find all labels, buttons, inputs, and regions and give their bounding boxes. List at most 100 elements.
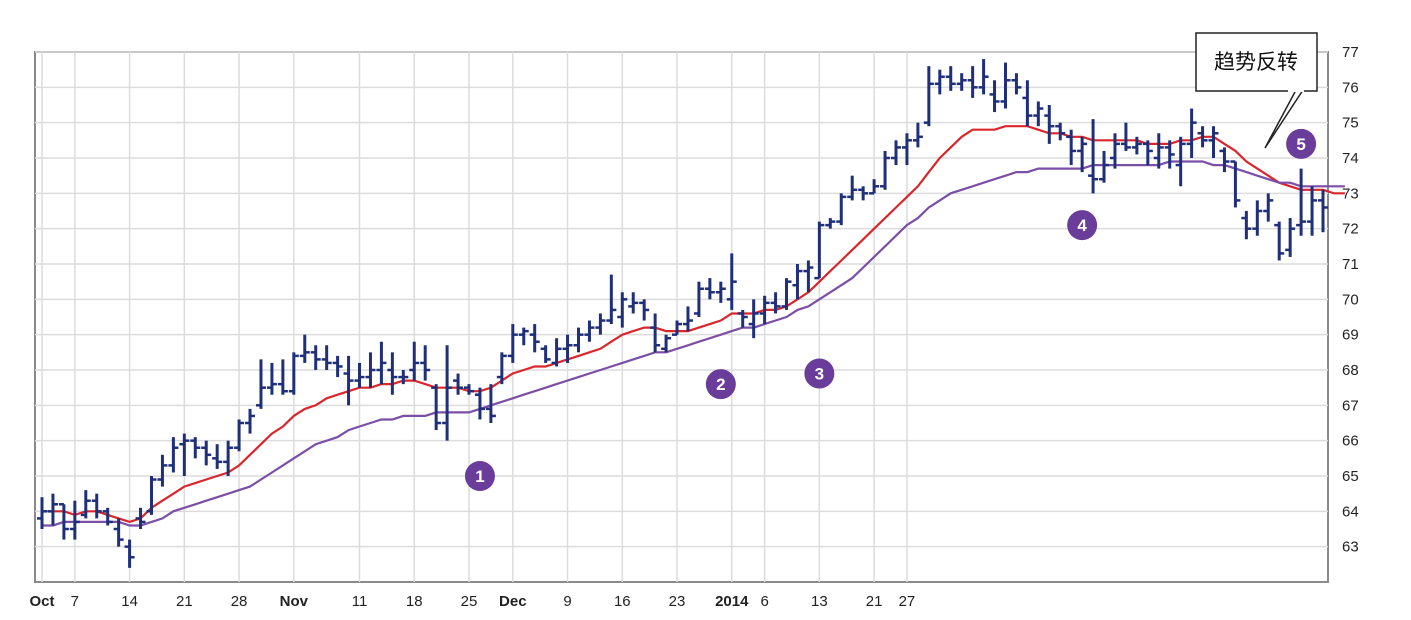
price-bar: [1077, 136, 1088, 173]
price-bar: [650, 313, 661, 353]
x-tick-label: 18: [406, 593, 423, 610]
price-bar: [1033, 101, 1044, 127]
price-bar: [387, 352, 398, 395]
red-moving-average-line: [42, 125, 1345, 524]
price-bar: [945, 66, 956, 91]
price-bar: [135, 507, 146, 529]
price-bar: [212, 444, 223, 469]
price-bar: [1142, 140, 1153, 166]
price-bar: [518, 327, 529, 346]
price-bar: [836, 193, 847, 226]
price-bar: [1230, 160, 1241, 208]
svg-text:2: 2: [716, 375, 725, 394]
price-bar: [978, 59, 989, 95]
x-axis-ticks: Oct 7 14 21 28 Nov 11 18 25 Dec 9 16 23 2014 6 13 21 27: [29, 593, 915, 610]
price-bar: [737, 309, 748, 328]
price-bar: [672, 320, 683, 336]
price-bar: [847, 175, 858, 201]
price-bar: [321, 345, 332, 370]
price-bar: [1296, 168, 1307, 236]
price-bar: [409, 341, 420, 381]
svg-text:3: 3: [815, 365, 824, 384]
plot-frame: [34, 51, 1329, 583]
x-tick-label: 16: [614, 593, 631, 610]
y-tick-label: 74: [1342, 150, 1359, 167]
y-tick-label: 75: [1342, 115, 1359, 132]
price-bar: [1175, 136, 1186, 187]
price-bar: [540, 345, 551, 363]
x-tick-label: 25: [461, 593, 478, 610]
price-bar: [704, 278, 715, 300]
x-tick-label: 23: [669, 593, 686, 610]
price-bar: [858, 186, 869, 201]
x-tick-label: 6: [760, 593, 768, 610]
price-bar: [223, 440, 234, 476]
price-bar: [190, 437, 201, 459]
price-bar: [1318, 189, 1328, 233]
callout-label: 趋势反转: [1214, 50, 1298, 74]
y-tick-label: 73: [1342, 185, 1359, 202]
price-bar: [759, 295, 770, 325]
price-bar: [573, 327, 584, 353]
price-bar: [814, 221, 825, 280]
price-bar: [80, 490, 91, 519]
price-bar: [726, 253, 737, 310]
price-bar: [310, 345, 321, 370]
price-bar: [464, 384, 474, 395]
y-tick-label: 77: [1342, 44, 1359, 61]
price-bar: [266, 362, 277, 395]
price-bar: [1307, 186, 1318, 236]
price-bar: [332, 355, 343, 378]
price-bar: [299, 334, 310, 363]
y-tick-label: 67: [1342, 397, 1359, 414]
price-bar: [1099, 150, 1110, 183]
gridlines: [35, 51, 1328, 582]
x-tick-label: 2014: [715, 593, 749, 610]
price-bar: [682, 306, 693, 332]
x-tick-label: Nov: [280, 593, 309, 610]
marker-5: 5: [1286, 128, 1317, 159]
y-tick-label: 68: [1342, 362, 1359, 379]
price-bar: [398, 370, 409, 385]
x-tick-label: 11: [352, 593, 368, 610]
price-bar: [431, 384, 442, 431]
price-bar: [529, 324, 540, 353]
price-bar: [562, 334, 573, 363]
price-bar: [102, 507, 113, 526]
x-tick-label: Oct: [29, 593, 54, 610]
price-bar: [1022, 80, 1033, 127]
price-bar: [146, 476, 157, 515]
price-bar: [869, 179, 880, 195]
price-bar: [595, 313, 606, 335]
price-bar: [453, 373, 464, 395]
x-tick-label: 21: [866, 593, 883, 610]
price-bar: [113, 518, 124, 547]
price-bar: [1131, 136, 1142, 155]
price-bar: [1219, 147, 1230, 173]
price-bar: [1186, 108, 1197, 158]
purple-moving-average-line: [42, 160, 1345, 527]
price-bar: [1120, 122, 1131, 151]
price-bar: [1252, 200, 1263, 236]
y-axis-ticks: 63 64 65 66 67 68 69 70 71 72 73 74 75 76 77: [1342, 44, 1359, 556]
price-bar: [891, 140, 901, 166]
x-tick-label: 28: [231, 593, 248, 610]
y-tick-label: 71: [1342, 256, 1359, 273]
price-bar: [639, 299, 650, 321]
price-bar: [628, 292, 639, 314]
price-bar: [1055, 122, 1066, 141]
price-bar: [365, 352, 376, 388]
price-bar: [179, 433, 190, 476]
price-bar: [923, 66, 934, 127]
price-bar: [715, 281, 726, 303]
price-bar: [157, 454, 168, 487]
y-tick-label: 69: [1342, 327, 1359, 344]
price-bar: [1088, 119, 1099, 194]
price-bars: [37, 59, 1328, 568]
price-bar: [1241, 211, 1252, 240]
price-bar: [880, 150, 891, 190]
price-bar: [792, 264, 803, 300]
price-bar: [1153, 133, 1164, 169]
moving-averages: [42, 125, 1345, 527]
